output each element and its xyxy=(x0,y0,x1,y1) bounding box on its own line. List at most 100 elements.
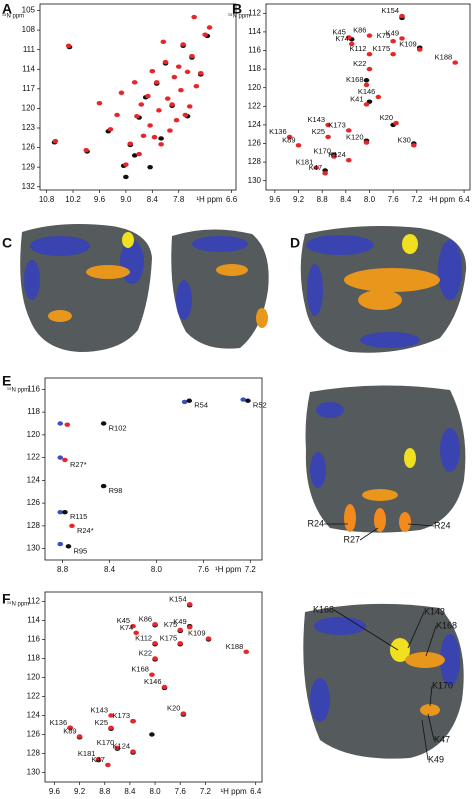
peak xyxy=(193,84,200,89)
peak xyxy=(191,14,197,20)
peak xyxy=(140,133,147,139)
peak xyxy=(158,136,164,141)
peak xyxy=(65,43,72,48)
peak-label: K49 xyxy=(173,617,186,626)
y-tick-label: 114 xyxy=(22,64,35,73)
panel-letter: F xyxy=(2,591,11,607)
peak-label: R98 xyxy=(109,486,123,495)
peak xyxy=(180,711,187,716)
x-tick-label: 8.0 xyxy=(364,195,376,204)
peak xyxy=(162,59,169,65)
pointer xyxy=(427,713,435,741)
peak-label: R102 xyxy=(109,423,127,432)
peak xyxy=(363,102,370,107)
peak-label: K45 xyxy=(117,616,130,625)
peak-label: K188 xyxy=(435,53,453,62)
peak-label: K20 xyxy=(380,113,393,122)
peak xyxy=(245,398,251,403)
x-tick-label: 7.2 xyxy=(245,565,257,574)
plot-frame xyxy=(44,591,263,783)
y-axis-label: ¹⁵N ppm xyxy=(7,601,29,608)
peak-label: K25 xyxy=(95,718,108,727)
y-axis-label: ¹⁵N ppm xyxy=(2,13,24,20)
peak xyxy=(152,656,158,661)
peak-label: K47 xyxy=(309,163,322,172)
pointer xyxy=(359,527,379,541)
peak-label: K89 xyxy=(63,726,76,735)
panel-letter: B xyxy=(232,1,242,17)
x-tick-label: 10.2 xyxy=(65,195,81,204)
x-tick-label: 9.2 xyxy=(74,787,86,796)
peak xyxy=(206,25,213,30)
panel-letter: C xyxy=(2,235,12,251)
peak-label: K170 xyxy=(313,147,331,156)
peak xyxy=(186,602,193,607)
y-tick-label: 116 xyxy=(27,384,40,393)
peak xyxy=(133,630,140,636)
peak-label: R24* xyxy=(77,526,94,535)
x-tick-label: 10.8 xyxy=(39,195,55,204)
peak-label: K175 xyxy=(373,44,391,53)
peak xyxy=(178,87,184,93)
peak-label: K30 xyxy=(397,135,410,144)
peak xyxy=(197,70,204,76)
y-tick-label: 120 xyxy=(22,104,36,113)
pointer xyxy=(425,625,437,657)
peak xyxy=(62,510,68,515)
structure-label: K47 xyxy=(434,734,450,744)
y-tick-label: 130 xyxy=(248,176,262,185)
peak xyxy=(57,510,64,515)
peak-label: K154 xyxy=(381,6,399,15)
peak xyxy=(325,134,331,140)
peak xyxy=(325,122,331,128)
peak-label: K45 xyxy=(332,27,345,36)
peak xyxy=(108,725,114,731)
y-tick-label: 126 xyxy=(248,139,262,148)
peak xyxy=(177,627,184,633)
y-tick-label: 120 xyxy=(248,83,262,92)
peak xyxy=(411,143,417,148)
y-tick-label: 105 xyxy=(22,6,36,15)
x-tick-label: 8.4 xyxy=(147,195,159,204)
x-axis-label: ¹H ppm xyxy=(429,195,456,204)
peak-label: R95 xyxy=(73,546,87,555)
x-axis-label: ¹H ppm xyxy=(215,565,242,574)
x-tick-label: 9.2 xyxy=(293,195,305,204)
y-tick-label: 122 xyxy=(27,692,41,701)
peak-label: K181 xyxy=(296,158,314,167)
peak xyxy=(175,64,182,69)
peak-label: K181 xyxy=(78,749,96,758)
peak-label: R54 xyxy=(194,401,208,410)
peak xyxy=(152,622,158,627)
peak xyxy=(366,52,373,57)
peak-label: K136 xyxy=(50,718,68,727)
peak xyxy=(95,757,102,762)
peak xyxy=(130,749,136,754)
x-tick-label: 9.0 xyxy=(120,195,132,204)
y-tick-label: 126 xyxy=(27,498,41,507)
peak xyxy=(127,141,134,146)
plot-frame xyxy=(39,3,237,191)
peak xyxy=(186,624,193,630)
peak xyxy=(399,13,405,19)
x-tick-label: 6.4 xyxy=(250,787,262,796)
peak xyxy=(64,422,71,427)
peak xyxy=(416,47,423,52)
y-tick-label: 129 xyxy=(22,162,36,171)
x-tick-label: 6.4 xyxy=(459,195,471,204)
peak-label: K74 xyxy=(120,623,133,632)
peak xyxy=(149,672,155,677)
peak-label: K109 xyxy=(399,40,417,49)
peak xyxy=(153,80,160,85)
peak-label: K22 xyxy=(139,648,152,657)
peak xyxy=(96,101,103,106)
peak-label: K124 xyxy=(328,150,346,159)
peak xyxy=(452,60,459,65)
peak xyxy=(393,120,399,126)
peak xyxy=(114,112,120,118)
peak-label: K22 xyxy=(353,59,366,68)
surface-e xyxy=(305,385,466,533)
peak xyxy=(366,66,373,72)
x-tick-label: 7.2 xyxy=(200,787,212,796)
structure-label: K170 xyxy=(432,680,453,690)
